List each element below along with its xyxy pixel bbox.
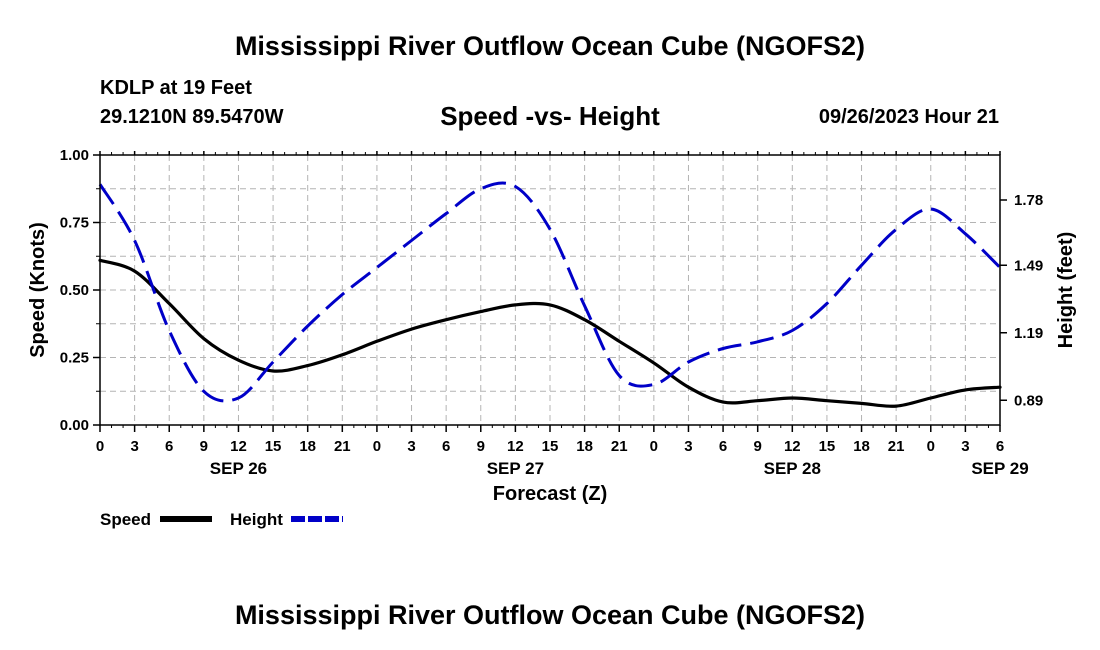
y2-axis-label: Height (feet) [1055,232,1077,349]
x-tick-label: 21 [334,438,351,455]
series-lines [98,181,1002,408]
y-tick-label: 1.00 [60,147,89,164]
y-tick-label: 0.25 [60,350,89,367]
chart-title: Mississippi River Outflow Ocean Cube (NG… [234,31,866,61]
height-series-line [98,181,1002,403]
x-tick-label: 3 [407,438,415,455]
x-tick-label: 6 [719,438,727,455]
axes: 0 3 6 9 12 15 18 21 0 3 6 9 12 15 18 21 0 3 6 9 12 15 18 21 0 3 6 S… [60,147,1043,478]
y2-tick-label: 0.89 [1014,392,1043,409]
chart-subtitle: Speed -vs- Height [440,101,660,131]
x-tick-label: 18 [299,438,316,455]
x-axis-label: Forecast (Z) [493,483,607,505]
speed-series-line [98,258,1002,408]
date-label: SEP 26 [210,459,267,478]
y-tick-label: 0.00 [60,417,89,434]
y2-tick-label: 1.49 [1014,257,1043,274]
x-tick-label: 3 [684,438,692,455]
y2-tick-label: 1.19 [1014,325,1043,342]
y-tick-label: 0.50 [60,282,89,299]
location-coordinates: 29.1210N 89.5470W [100,106,284,128]
x-tick-label: 0 [650,438,658,455]
x-tick-label: 0 [96,438,104,455]
date-label: SEP 29 [971,459,1028,478]
x-tick-label: 15 [542,438,559,455]
legend: Speed Height [100,510,343,529]
x-tick-label: 0 [373,438,381,455]
x-tick-label: 0 [927,438,935,455]
legend-label-height: Height [230,510,283,529]
y-tick-label: 0.75 [60,215,89,232]
x-tick-label: 18 [853,438,870,455]
y-axis-label: Speed (Knots) [27,222,49,358]
x-tick-label: 21 [611,438,628,455]
x-tick-label: 12 [230,438,247,455]
date-label: SEP 27 [487,459,544,478]
x-tick-label: 15 [265,438,282,455]
x-tick-label: 6 [996,438,1004,455]
grid [100,155,1000,425]
x-tick-label: 3 [961,438,969,455]
x-tick-label: 12 [784,438,801,455]
station-label: KDLP at 19 Feet [100,77,252,99]
x-tick-label: 6 [165,438,173,455]
x-tick-label: 3 [130,438,138,455]
x-tick-label: 6 [442,438,450,455]
date-label: SEP 28 [764,459,821,478]
y2-tick-label: 1.78 [1014,192,1043,209]
x-tick-label: 9 [754,438,762,455]
legend-label-speed: Speed [100,510,151,529]
footer-title: Mississippi River Outflow Ocean Cube (NG… [234,600,866,630]
x-tick-label: 9 [200,438,208,455]
x-tick-label: 18 [576,438,593,455]
forecast-datetime: 09/26/2023 Hour 21 [818,106,999,128]
x-tick-label: 15 [819,438,836,455]
x-tick-label: 21 [888,438,905,455]
x-tick-label: 9 [477,438,485,455]
x-tick-label: 12 [507,438,524,455]
